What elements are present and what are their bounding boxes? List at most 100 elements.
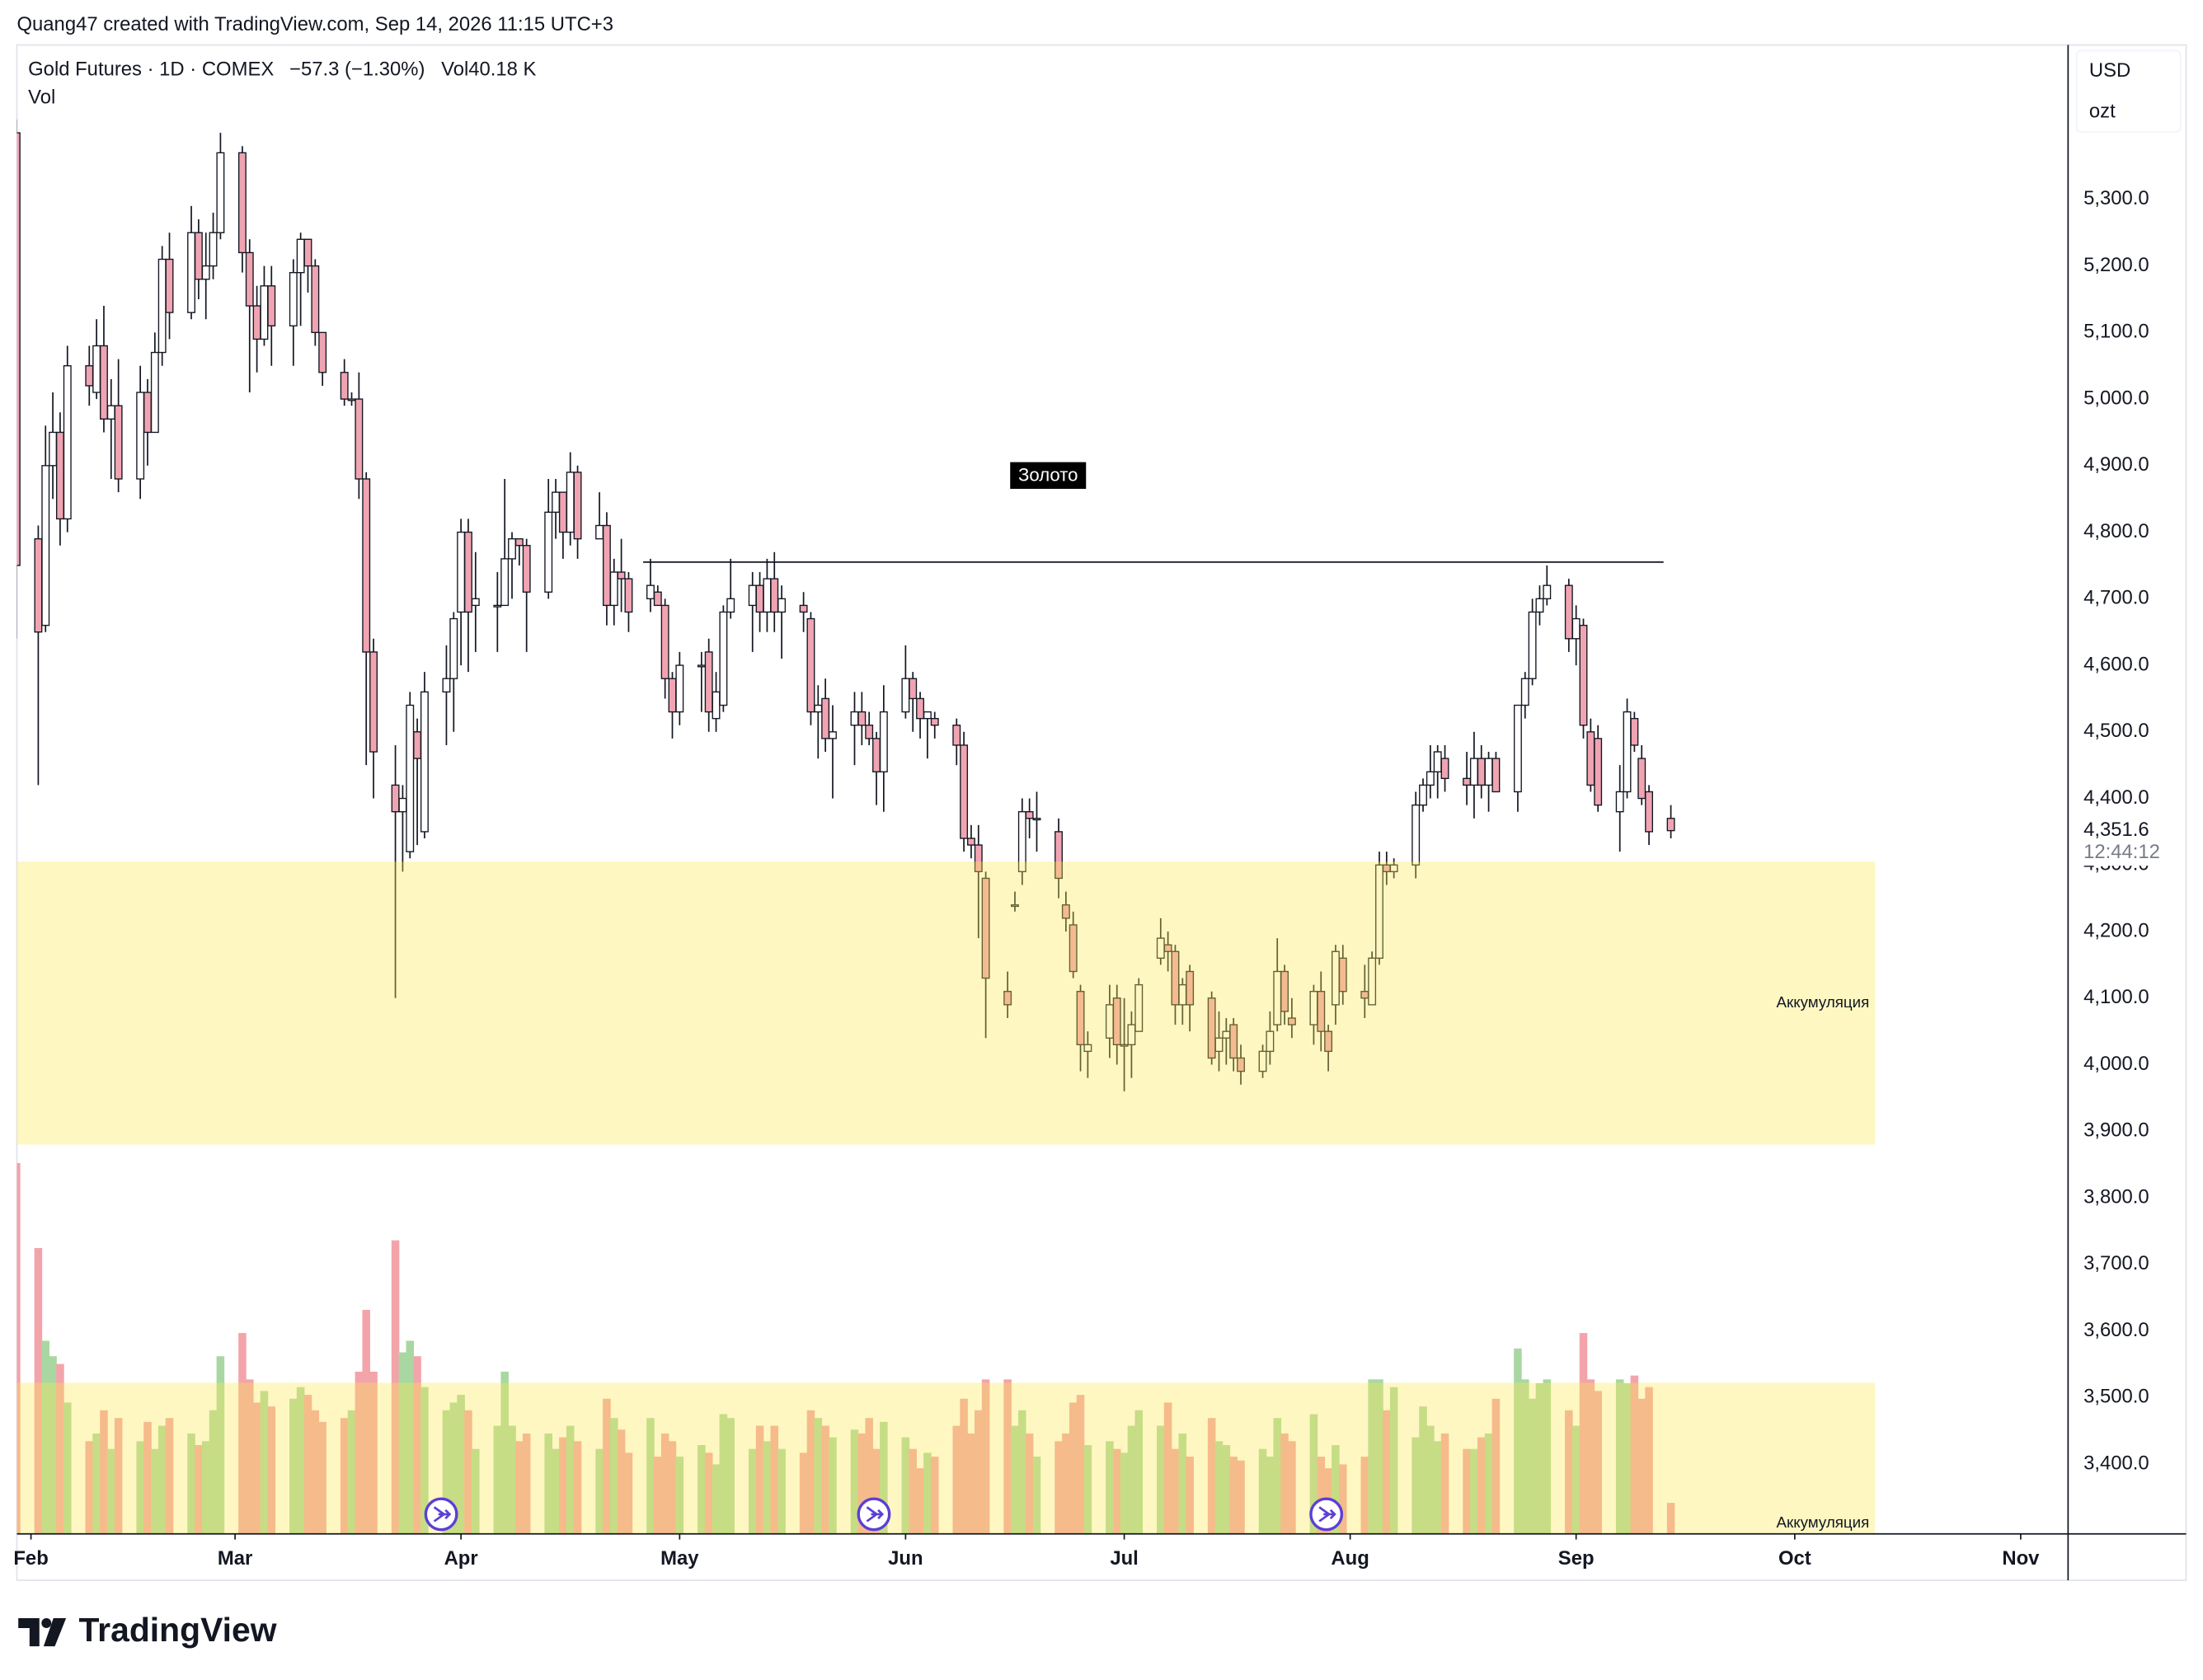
volume-bar (1484, 1433, 1493, 1534)
legend-volume: Vol40.18 K (441, 58, 536, 80)
candle-body (1324, 1030, 1333, 1053)
candle-body (1258, 1050, 1267, 1072)
volume-bar (413, 1356, 421, 1534)
candle-body (704, 651, 713, 713)
candle-body (697, 664, 706, 668)
volume-bar (1637, 1398, 1646, 1534)
countdown: 12:44:12 (2083, 841, 2160, 863)
candle-body (369, 651, 378, 753)
logo-dot (41, 1618, 52, 1628)
volume-bar (603, 1398, 611, 1534)
volume-bar (1571, 1425, 1581, 1534)
volume-bar (777, 1448, 786, 1534)
candle-body (237, 152, 247, 254)
candle-body (1186, 970, 1195, 1006)
volume-bar (515, 1441, 524, 1534)
candle-body (974, 844, 983, 873)
frame (16, 44, 2187, 1581)
candle-body (1419, 784, 1427, 806)
candle-body (100, 345, 108, 420)
volume-bar (880, 1421, 888, 1534)
y-tick-label: 3,800.0 (2083, 1185, 2149, 1208)
candle-body (1120, 1044, 1129, 1047)
candle-body (595, 524, 604, 540)
volume-bar (916, 1468, 924, 1534)
candle-body (355, 398, 364, 480)
volume-bar (850, 1429, 859, 1534)
volume-bar (1528, 1398, 1537, 1534)
candle-body (1214, 1037, 1224, 1053)
volume-bar (930, 1457, 939, 1534)
brand: TradingView (78, 1611, 276, 1649)
x-tick-label: Jun (888, 1547, 923, 1570)
candle-body (1127, 1024, 1136, 1045)
volume-bar (1666, 1503, 1675, 1534)
candle-body (1528, 611, 1537, 679)
candle-body (719, 611, 728, 706)
volume-bar (369, 1371, 378, 1534)
candle-body (755, 584, 764, 613)
volume-bar (698, 1445, 706, 1534)
x-tick-label: Aug (1331, 1547, 1369, 1570)
volume-bar (362, 1309, 370, 1534)
candle-body (770, 578, 779, 613)
volume-bar (566, 1425, 575, 1534)
candle-body (602, 524, 611, 607)
y-tick-label: 3,400.0 (2083, 1452, 2149, 1474)
volume-bar (872, 1448, 881, 1534)
volume-bar (311, 1410, 320, 1534)
candle-body (187, 232, 195, 313)
volume-bar (1426, 1425, 1435, 1534)
volume-bar (1440, 1433, 1449, 1534)
volume-bar (449, 1402, 458, 1534)
candle-body (829, 731, 837, 739)
candle-body (1003, 991, 1012, 1006)
volume-bar (1586, 1379, 1595, 1534)
candle-body (1032, 818, 1041, 821)
candle-body (1083, 1044, 1092, 1053)
volume-bar (1463, 1448, 1471, 1534)
y-tick-label: 3,900.0 (2083, 1119, 2149, 1142)
candle-body (136, 392, 145, 480)
candle-body (1586, 731, 1595, 786)
volume-bar (748, 1448, 757, 1534)
volume-bar (56, 1363, 64, 1534)
brand-logo (18, 1618, 67, 1647)
volume-bar (165, 1418, 174, 1534)
candle-body (216, 152, 225, 233)
candle-body (157, 258, 167, 354)
candle-body (150, 351, 159, 434)
volume-bar (1470, 1448, 1478, 1534)
volume-bar (1214, 1441, 1224, 1534)
candle-body (1469, 758, 1478, 786)
candle-body (966, 838, 975, 846)
candle-body (1163, 944, 1172, 952)
unit-box[interactable] (2075, 49, 2182, 134)
volume-bar (289, 1398, 298, 1534)
volume-bar (1207, 1418, 1216, 1534)
candle-body (1338, 957, 1347, 993)
y-tick-label: 3,600.0 (2083, 1319, 2149, 1341)
volume-bar (420, 1387, 429, 1534)
candle-body (1594, 738, 1603, 806)
candle-body (1134, 983, 1144, 1032)
volume-bar (624, 1452, 633, 1534)
candle-body (1433, 751, 1442, 772)
candle-body (1543, 584, 1552, 600)
volume-pane-label: Vol (28, 87, 55, 109)
candle-body (311, 265, 320, 334)
volume-bar (1106, 1441, 1114, 1534)
candle-body (165, 258, 174, 313)
x-tick-label: Sep (1558, 1547, 1595, 1570)
volume-bar (1412, 1437, 1420, 1534)
volume-bar (143, 1421, 152, 1534)
last-price-label: 4,351.6 (2083, 819, 2149, 841)
candle-body (981, 877, 990, 979)
candle-body (303, 238, 312, 267)
candle-body (609, 571, 618, 607)
volume-bar (552, 1448, 560, 1534)
volume-bar (1120, 1452, 1129, 1534)
y-tick-label: 4,400.0 (2083, 786, 2149, 809)
y-tick-label: 5,300.0 (2083, 187, 2149, 209)
annotation-box (1010, 462, 1087, 489)
